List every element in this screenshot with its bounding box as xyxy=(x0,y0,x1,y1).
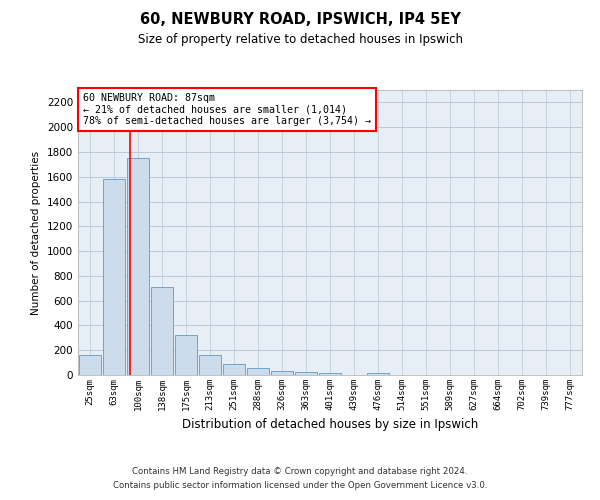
Text: 60 NEWBURY ROAD: 87sqm
← 21% of detached houses are smaller (1,014)
78% of semi-: 60 NEWBURY ROAD: 87sqm ← 21% of detached… xyxy=(83,93,371,126)
Bar xyxy=(175,336,197,375)
Bar xyxy=(103,179,125,375)
Y-axis label: Number of detached properties: Number of detached properties xyxy=(31,150,41,314)
X-axis label: Distribution of detached houses by size in Ipswich: Distribution of detached houses by size … xyxy=(182,418,478,432)
Bar xyxy=(271,370,293,375)
Text: Contains public sector information licensed under the Open Government Licence v3: Contains public sector information licen… xyxy=(113,481,487,490)
Bar xyxy=(151,287,173,375)
Bar xyxy=(367,372,389,375)
Bar xyxy=(199,355,221,375)
Bar xyxy=(319,372,341,375)
Bar xyxy=(79,355,101,375)
Bar xyxy=(223,364,245,375)
Bar xyxy=(295,372,317,375)
Text: 60, NEWBURY ROAD, IPSWICH, IP4 5EY: 60, NEWBURY ROAD, IPSWICH, IP4 5EY xyxy=(140,12,460,28)
Text: Contains HM Land Registry data © Crown copyright and database right 2024.: Contains HM Land Registry data © Crown c… xyxy=(132,467,468,476)
Bar xyxy=(127,158,149,375)
Bar xyxy=(247,368,269,375)
Text: Size of property relative to detached houses in Ipswich: Size of property relative to detached ho… xyxy=(137,32,463,46)
